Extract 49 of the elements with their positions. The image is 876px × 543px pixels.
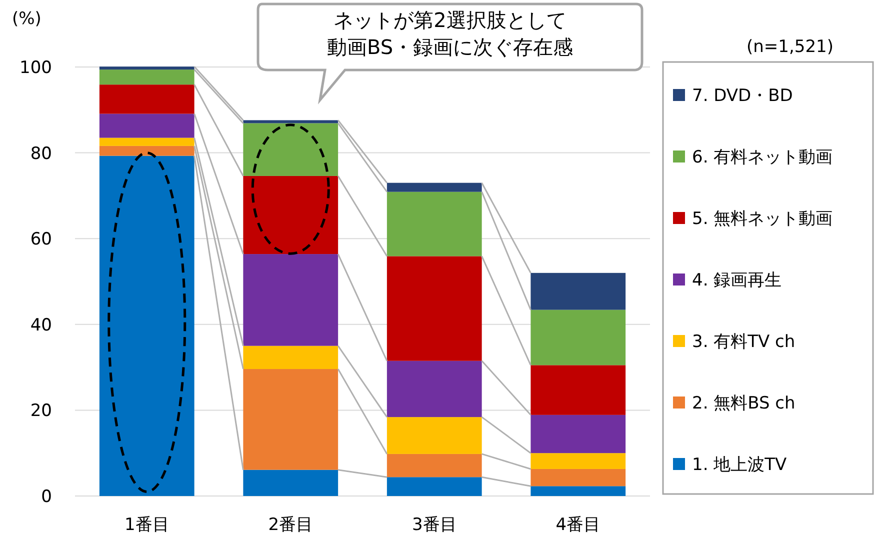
bar (243, 176, 338, 254)
bar (386, 417, 482, 454)
legend-label: 3. 有料TV ch (692, 332, 796, 352)
bar (99, 84, 194, 114)
text: (n=1,521) (746, 37, 834, 57)
legend-label: 5. 無料ネット動画 (692, 209, 833, 229)
bar (99, 138, 194, 146)
bar (386, 477, 482, 496)
bar (386, 192, 482, 256)
bar (243, 254, 338, 346)
bar (243, 346, 338, 370)
bar (530, 486, 626, 496)
x-tick-label: 1番目 (124, 515, 170, 535)
x-tick-label: 4番目 (556, 515, 601, 535)
bar (243, 369, 338, 470)
bar (530, 310, 626, 366)
x-tick-label: 3番目 (412, 515, 457, 535)
legend-label: 1. 地上波TV (692, 455, 788, 475)
legend-label: 7. DVD・BD (692, 86, 793, 106)
y-tick-label: 80 (30, 144, 52, 164)
bar (386, 256, 482, 361)
bar (243, 123, 338, 176)
bar (99, 114, 194, 138)
bar (99, 146, 194, 156)
y-axis-title: (%) (12, 9, 42, 29)
legend-label: 2. 無料BS ch (692, 394, 796, 414)
y-tick-label: 100 (20, 58, 52, 78)
legend-label: 6. 有料ネット動画 (692, 148, 833, 168)
bar (386, 182, 482, 192)
bar (530, 468, 626, 486)
x-tick-label: 2番目 (268, 515, 314, 535)
bar (530, 414, 626, 454)
bar (243, 120, 338, 124)
bar (243, 470, 338, 496)
bar (386, 360, 482, 418)
bar (99, 156, 194, 496)
legend-label: 4. 録画再生 (692, 270, 782, 290)
bar (530, 272, 626, 310)
bar (99, 70, 194, 85)
y-tick-label: 20 (30, 401, 52, 422)
text: 動画BS・録画に次ぐ存在感 (326, 35, 574, 59)
bar (530, 453, 626, 469)
bar (386, 454, 482, 478)
y-tick-label: 60 (30, 230, 52, 250)
bar (530, 365, 626, 415)
bar (99, 66, 194, 70)
text: ネットが第2選択肢として (334, 8, 566, 32)
y-tick-label: 40 (30, 315, 52, 336)
y-tick-label: 0 (41, 487, 52, 507)
